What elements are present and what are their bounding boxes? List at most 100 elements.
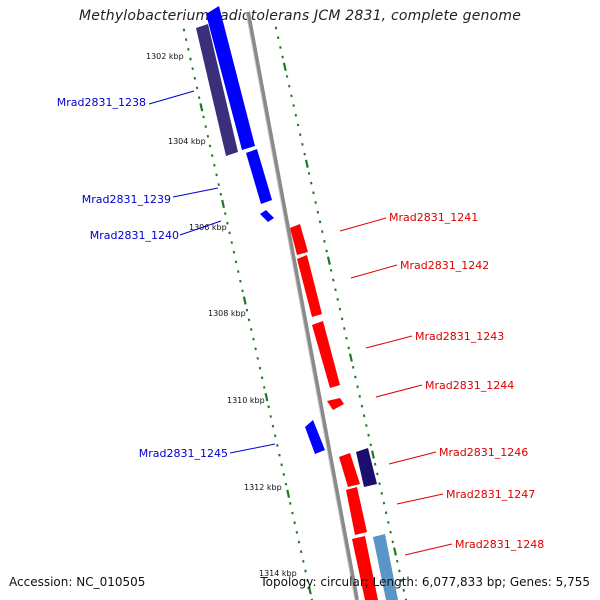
minor-tick	[398, 569, 401, 573]
kbp-label-1302: 1302 kbp	[146, 52, 184, 61]
genome-backbone	[246, 11, 359, 600]
minor-tick	[358, 394, 361, 398]
major-tick	[371, 450, 375, 459]
minor-tick	[318, 220, 322, 224]
gene-feature-1241[interactable]	[290, 224, 308, 255]
tick-track-inner	[182, 28, 314, 600]
gene-feature-1239[interactable]	[246, 149, 272, 204]
kbp-label-1308: 1308 kbp	[208, 309, 246, 318]
gene-label-1248[interactable]: Mrad2831_1248	[455, 538, 544, 551]
minor-tick	[189, 57, 192, 61]
minor-tick	[219, 192, 223, 196]
minor-tick	[282, 472, 286, 476]
minor-tick	[302, 559, 305, 563]
gene-label-1243[interactable]: Mrad2831_1243	[415, 330, 504, 343]
gene-feature-1243[interactable]	[312, 321, 340, 388]
gene-label-1240[interactable]: Mrad2831_1240	[90, 229, 179, 242]
minor-tick	[206, 134, 210, 138]
minor-tick	[301, 142, 304, 146]
kbp-labels: 1302 kbp 1304 kbp 1306 kbp 1308 kbp 1310…	[146, 52, 297, 578]
minor-tick	[278, 453, 281, 457]
minor-tick	[288, 84, 291, 88]
gene-feature-1245[interactable]	[305, 420, 325, 454]
minor-tick	[184, 38, 188, 42]
minor-tick	[292, 104, 295, 107]
minor-tick	[250, 328, 253, 331]
minor-tick	[208, 144, 212, 148]
gene-label-1246[interactable]: Mrad2831_1246	[439, 446, 528, 459]
minor-tick	[382, 501, 386, 505]
major-tick	[307, 586, 312, 595]
minor-tick	[310, 181, 313, 185]
gene-feature-1238-dark[interactable]	[196, 24, 238, 156]
minor-tick	[267, 405, 270, 409]
gene-label-1242[interactable]: Mrad2831_1242	[400, 259, 489, 272]
minor-tick	[226, 221, 229, 225]
gene-label-1238[interactable]: Mrad2831_1238	[57, 96, 146, 109]
gene-feature-1244[interactable]	[327, 398, 344, 410]
gene-feature-1246-dark[interactable]	[356, 448, 377, 487]
major-tick	[221, 199, 225, 209]
gene-label-1244[interactable]: Mrad2831_1244	[425, 379, 514, 392]
major-tick	[242, 296, 247, 305]
minor-tick	[373, 462, 377, 466]
minor-tick	[281, 55, 284, 59]
minor-tick	[279, 45, 282, 49]
kbp-label-1312: 1312 kbp	[244, 483, 282, 492]
plus-strand-features	[290, 224, 398, 600]
minor-tick	[197, 96, 201, 100]
gene-feature-1247[interactable]	[346, 487, 367, 535]
minor-tick	[273, 434, 277, 438]
minor-tick	[237, 270, 240, 273]
minor-tick	[376, 472, 379, 476]
gene-label-1247[interactable]: Mrad2831_1247	[446, 488, 535, 501]
minor-tick	[294, 113, 298, 117]
minor-tick	[360, 404, 364, 408]
gene-label-1239[interactable]: Mrad2831_1239	[82, 193, 171, 206]
minor-tick	[345, 336, 348, 340]
kbp-label-1310: 1310 kbp	[227, 396, 265, 405]
minor-tick	[239, 279, 242, 283]
leader-1238	[148, 90, 195, 105]
minor-tick	[224, 212, 227, 215]
minor-tick	[263, 386, 266, 389]
minor-tick	[276, 36, 280, 40]
minor-tick	[204, 125, 207, 129]
minor-tick	[252, 337, 255, 341]
minor-tick	[276, 444, 279, 447]
kbp-label-1314: 1314 kbp	[259, 569, 297, 578]
major-tick	[199, 103, 204, 112]
leader-1240	[179, 220, 222, 236]
gene-feature-1242[interactable]	[297, 255, 322, 317]
minor-tick	[365, 424, 368, 427]
minor-tick	[256, 357, 259, 360]
gene-feature-1246[interactable]	[339, 453, 360, 487]
minor-tick	[310, 598, 314, 600]
minor-tick	[232, 250, 236, 254]
gene-label-1245[interactable]: Mrad2831_1245	[139, 447, 228, 460]
major-tick	[282, 62, 287, 71]
minor-tick	[228, 231, 231, 235]
map-title: Methylobacterium radiotolerans JCM 2831,…	[78, 8, 522, 24]
accession-text: Accession: NC_010505	[9, 575, 146, 589]
minor-tick	[234, 260, 238, 264]
gene-feature-1248[interactable]	[352, 536, 378, 600]
gene-label-1241[interactable]: Mrad2831_1241	[389, 211, 478, 224]
minor-tick	[380, 491, 383, 495]
major-tick	[264, 392, 269, 402]
minor-tick	[254, 347, 257, 351]
gene-feature-1238[interactable]	[206, 6, 255, 150]
minor-tick	[340, 317, 344, 321]
minor-tick	[274, 26, 278, 30]
minor-tick	[389, 530, 392, 534]
gene-feature-1240[interactable]	[260, 210, 274, 222]
gene-feature-1248-light[interactable]	[373, 534, 398, 600]
minor-tick	[260, 376, 264, 380]
minor-tick	[230, 241, 233, 244]
minor-tick	[295, 530, 299, 534]
minor-tick	[395, 559, 399, 563]
minor-tick	[356, 385, 359, 389]
minor-tick	[314, 201, 317, 204]
leader-1244	[375, 384, 423, 398]
